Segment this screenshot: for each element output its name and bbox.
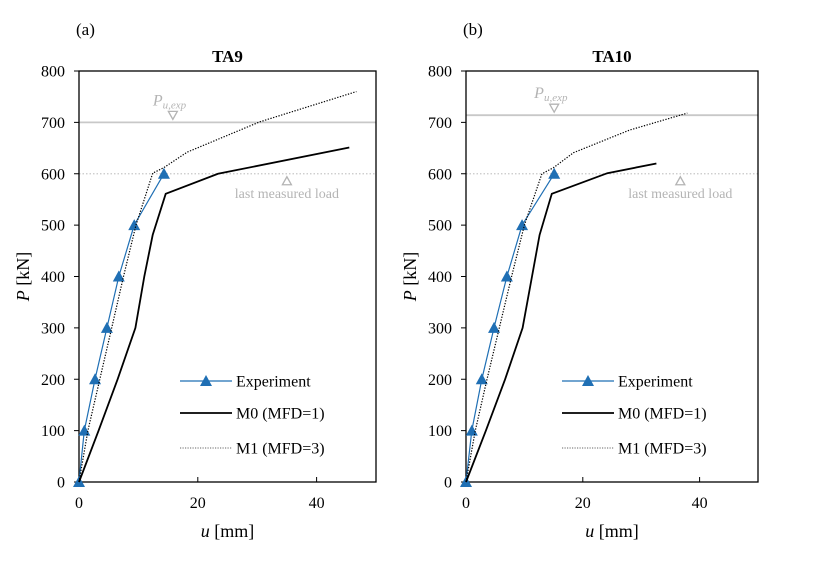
series-line-m1-mfd-3 (78, 91, 357, 483)
x-axis-unit: [mm] (594, 521, 639, 541)
x-axis-var: u (585, 521, 594, 541)
down-triangle-icon (548, 103, 560, 114)
x-tick-label: 20 (575, 495, 591, 512)
legend-label: M1 (MFD=3) (618, 441, 707, 458)
y-axis-label: P [kN] (13, 252, 33, 303)
y-tick-label: 100 (428, 423, 452, 440)
legend-label: M0 (MFD=1) (236, 406, 325, 423)
panel-label: (a) (76, 20, 95, 39)
x-axis-var: u (201, 521, 210, 541)
data-point-experiment (157, 167, 170, 179)
y-tick-label: 400 (428, 269, 452, 286)
annotation-pu-exp: Pu,exp (152, 92, 187, 111)
up-triangle-icon (281, 175, 293, 186)
x-tick-label: 0 (75, 495, 83, 512)
down-triangle-icon (167, 110, 179, 121)
series-line-m0-mfd-1 (465, 162, 657, 483)
legend-label: Experiment (236, 374, 311, 391)
x-tick-label: 20 (190, 495, 206, 512)
y-tick-label: 600 (428, 166, 452, 183)
y-tick-label: 500 (428, 218, 452, 235)
legend-label: M0 (MFD=1) (618, 406, 707, 423)
annotation-last-measured-load: last measured load (628, 187, 732, 202)
y-axis-var: P (400, 290, 420, 302)
y-tick-label: 0 (444, 475, 452, 492)
x-axis-label: u [mm] (585, 521, 639, 541)
annotation-main: P (152, 92, 163, 109)
chart-panel-b: (b) TA10 0 100 200 300 400 500 600 700 800 0 20 40 u [… (400, 20, 759, 541)
data-point-experiment (475, 373, 488, 385)
annotation-sub: u,exp (163, 99, 187, 111)
data-point-experiment (89, 373, 102, 385)
y-tick-label: 200 (41, 372, 65, 389)
y-tick-label: 400 (41, 269, 65, 286)
y-tick-label: 500 (41, 218, 65, 235)
y-axis-var: P (13, 290, 33, 302)
annotation-pu-exp: Pu,exp (533, 85, 568, 104)
legend-label: Experiment (618, 374, 693, 391)
legend-marker-triangle-icon (200, 375, 212, 386)
x-tick-label: 40 (309, 495, 325, 512)
y-tick-label: 0 (57, 475, 65, 492)
data-point-experiment (100, 321, 113, 333)
series-line-m1-mfd-3 (465, 112, 688, 483)
data-point-experiment (488, 321, 501, 333)
annotation-last-measured-load: last measured load (235, 187, 339, 202)
data-point-experiment (112, 270, 125, 282)
x-tick-label: 40 (692, 495, 708, 512)
chart-title: TA10 (592, 47, 631, 66)
y-tick-label: 700 (41, 115, 65, 132)
series-line-experiment (465, 173, 555, 483)
up-triangle-icon (674, 175, 686, 186)
data-point-experiment (128, 219, 141, 231)
data-point-experiment (516, 219, 529, 231)
annotation-main: P (533, 85, 544, 102)
legend-marker-triangle-icon (582, 375, 594, 386)
y-tick-label: 200 (428, 372, 452, 389)
y-axis-label: P [kN] (400, 252, 420, 303)
y-axis-unit: [kN] (400, 252, 420, 291)
y-tick-label: 800 (428, 64, 452, 81)
y-tick-label: 600 (41, 166, 65, 183)
panel-label: (b) (463, 20, 483, 39)
y-tick-label: 100 (41, 423, 65, 440)
y-tick-label: 800 (41, 64, 65, 81)
y-tick-label: 700 (428, 115, 452, 132)
chart-panel-a: (a) TA9 0 100 200 300 400 500 600 700 800 0 20 40 u [m… (13, 20, 377, 541)
data-point-experiment (465, 424, 478, 436)
data-point-experiment (78, 424, 91, 436)
x-axis-label: u [mm] (201, 521, 255, 541)
series-line-m0-mfd-1 (78, 146, 350, 483)
data-point-experiment (500, 270, 513, 282)
annotation-sub: u,exp (544, 92, 568, 104)
x-tick-label: 0 (462, 495, 470, 512)
chart-title: TA9 (212, 47, 243, 66)
series-line-experiment (78, 173, 165, 483)
legend-label: M1 (MFD=3) (236, 441, 325, 458)
x-axis-unit: [mm] (210, 521, 255, 541)
y-tick-label: 300 (428, 320, 452, 337)
data-point-experiment (548, 167, 561, 179)
y-axis-unit: [kN] (13, 252, 33, 291)
y-tick-label: 300 (41, 320, 65, 337)
